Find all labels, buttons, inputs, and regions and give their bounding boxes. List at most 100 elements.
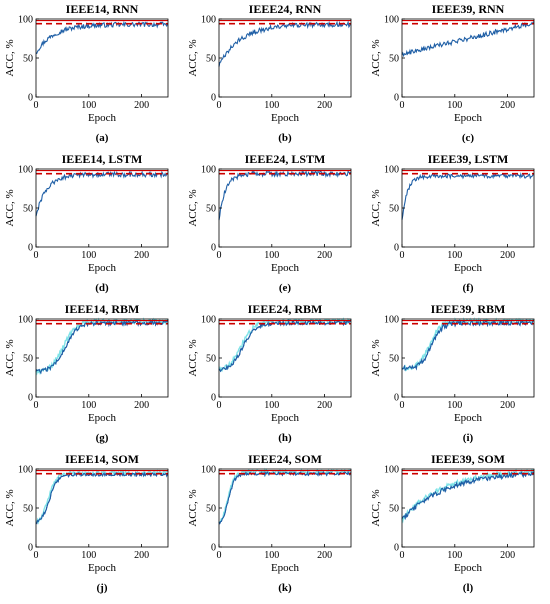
- y-axis-label: ACC, %: [4, 489, 16, 526]
- y-axis-label: ACC, %: [4, 189, 16, 226]
- y-tick-label: 0: [394, 243, 399, 254]
- chart-title: IEEE14, LSTM: [62, 152, 143, 166]
- series-line: [401, 21, 535, 58]
- x-axis-label: Epoch: [271, 412, 300, 424]
- y-tick-label: 0: [28, 393, 33, 404]
- y-axis-label: ACC, %: [187, 339, 199, 376]
- series-line-secondary: [218, 467, 351, 524]
- y-tick-label: 0: [394, 543, 399, 554]
- y-tick-label: 100: [384, 15, 399, 26]
- panel-label: (c): [462, 132, 475, 144]
- x-tick-label: 200: [134, 250, 149, 261]
- axes-frame: [401, 18, 535, 98]
- series-line-secondary: [218, 317, 352, 373]
- series-line-secondary: [401, 468, 535, 524]
- chart-title: IEEE39, LSTM: [428, 152, 509, 166]
- chart-title: IEEE24, SOM: [248, 452, 322, 466]
- y-tick-label: 0: [394, 93, 399, 104]
- y-tick-label: 50: [206, 204, 216, 215]
- x-tick-label: 0: [217, 100, 222, 111]
- panel-label: (g): [96, 432, 109, 444]
- y-tick-label: 100: [201, 165, 216, 176]
- chart-title: IEEE14, RBM: [65, 302, 140, 316]
- y-axis-label: ACC, %: [4, 339, 16, 376]
- y-tick-label: 0: [211, 243, 216, 254]
- panel-label: (j): [97, 582, 108, 594]
- chart-title: IEEE24, RBM: [248, 302, 323, 316]
- panel-label: (b): [278, 132, 292, 144]
- x-tick-label: 100: [81, 400, 96, 411]
- axes-frame: [218, 168, 352, 248]
- x-tick-label: 0: [217, 400, 222, 411]
- x-tick-label: 200: [134, 550, 149, 561]
- x-axis-label: Epoch: [454, 412, 483, 424]
- y-axis-label: ACC, %: [4, 39, 16, 76]
- y-tick-label: 50: [23, 504, 33, 515]
- axes-frame: [218, 468, 352, 548]
- x-tick-label: 100: [447, 400, 462, 411]
- x-axis-label: Epoch: [88, 262, 117, 274]
- axes-frame: [218, 18, 352, 98]
- y-axis-label: ACC, %: [187, 39, 199, 76]
- y-tick-label: 0: [28, 543, 33, 554]
- y-tick-label: 50: [23, 204, 33, 215]
- panel-label: (h): [278, 432, 292, 444]
- y-tick-label: 100: [18, 15, 33, 26]
- x-tick-label: 100: [447, 550, 462, 561]
- chart-title: IEEE39, RNN: [432, 2, 505, 16]
- x-tick-label: 100: [264, 550, 279, 561]
- y-tick-label: 50: [389, 54, 399, 65]
- y-tick-label: 0: [211, 543, 216, 554]
- y-axis-label: ACC, %: [370, 489, 382, 526]
- chart-title: IEEE24, RNN: [249, 2, 322, 16]
- chart-title: IEEE14, SOM: [65, 452, 139, 466]
- series-line: [218, 20, 352, 67]
- y-axis-label: ACC, %: [370, 39, 382, 76]
- y-axis-label: ACC, %: [370, 189, 382, 226]
- x-axis-label: Epoch: [271, 262, 300, 274]
- chart-title: IEEE39, SOM: [431, 452, 505, 466]
- panel-label: (k): [278, 582, 292, 594]
- y-tick-label: 100: [201, 315, 216, 326]
- x-axis-label: Epoch: [454, 262, 483, 274]
- series-line: [35, 20, 169, 55]
- panel-label: (l): [463, 582, 474, 594]
- x-tick-label: 100: [447, 250, 462, 261]
- series-line-secondary: [35, 317, 169, 376]
- y-tick-label: 50: [389, 504, 399, 515]
- x-axis-label: Epoch: [88, 112, 117, 124]
- x-tick-label: 0: [34, 550, 39, 561]
- series-line: [218, 470, 352, 525]
- y-tick-label: 50: [206, 504, 216, 515]
- x-tick-label: 0: [217, 550, 222, 561]
- axes-frame: [401, 468, 535, 548]
- x-tick-label: 200: [317, 250, 332, 261]
- panel-label: (e): [279, 282, 292, 294]
- series-line: [35, 170, 168, 217]
- x-tick-label: 200: [134, 400, 149, 411]
- x-axis-label: Epoch: [271, 112, 300, 124]
- x-tick-label: 200: [317, 400, 332, 411]
- series-line: [401, 471, 535, 521]
- panel-label: (i): [463, 432, 474, 444]
- y-tick-label: 100: [201, 465, 216, 476]
- x-axis-label: Epoch: [454, 562, 483, 574]
- series-line: [35, 319, 168, 375]
- y-tick-label: 100: [18, 465, 33, 476]
- y-axis-label: ACC, %: [187, 489, 199, 526]
- y-tick-label: 50: [206, 54, 216, 65]
- series-line: [218, 318, 351, 373]
- x-tick-label: 0: [217, 250, 222, 261]
- x-tick-label: 100: [81, 250, 96, 261]
- x-tick-label: 0: [34, 100, 39, 111]
